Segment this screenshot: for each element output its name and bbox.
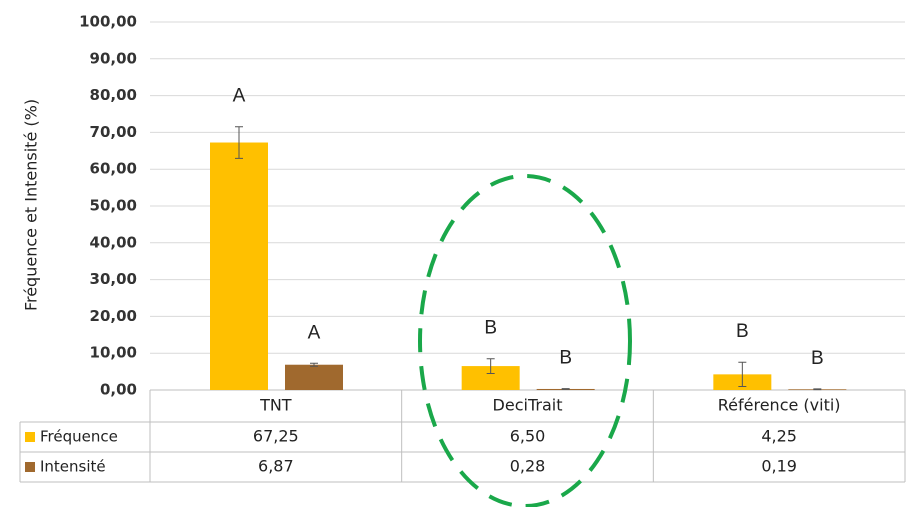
table-value: 67,25 [253,427,299,446]
y-axis-label: Fréquence et Intensité (%) [22,99,41,311]
x-tick-label: Référence (viti) [718,396,841,415]
table-value: 0,28 [510,457,546,476]
significance-letter: A [308,322,321,343]
table-value: 6,87 [258,457,294,476]
legend-swatch [25,432,35,442]
significance-letter: A [233,86,246,107]
y-tick-label: 40,00 [90,233,137,251]
plot: 0,00 10,00 20,00 30,00 40,00 50,00 60,00 70,00 8… [19,13,906,483]
y-tick-label: 20,00 [90,307,137,325]
error-bar [310,362,318,367]
bar [461,366,520,390]
significance-letter: B [484,318,497,339]
y-tick-label: 100,00 [79,13,137,31]
legend-swatch [25,462,35,472]
y-tick-label: 10,00 [90,344,137,362]
highlight-ellipse [418,174,632,507]
error-bar [738,361,747,388]
error-bar [561,388,570,390]
bar [210,142,268,390]
table-value: 6,50 [510,427,546,446]
y-tick-label: 30,00 [90,270,137,288]
y-tick-label: 80,00 [90,86,137,104]
error-bar [486,358,495,374]
y-tick-label: 90,00 [90,49,137,67]
x-tick-label: DeciTrait [493,396,563,415]
y-tick-label: 50,00 [90,197,137,215]
x-tick-label: TNT [259,396,292,415]
table-value: 4,25 [761,427,797,446]
y-tick-label: 70,00 [90,123,137,141]
significance-letter: B [559,348,572,369]
error-bar [235,126,243,159]
legend-label: Fréquence [40,428,118,446]
legend-label: Intensité [40,458,106,476]
y-tick-label: 60,00 [90,160,137,178]
error-bar [813,388,822,391]
significance-letter: B [736,321,749,342]
table-value: 0,19 [761,457,797,476]
y-tick-label: 0,00 [100,381,137,399]
bar [285,364,343,390]
significance-letter: B [811,348,824,369]
